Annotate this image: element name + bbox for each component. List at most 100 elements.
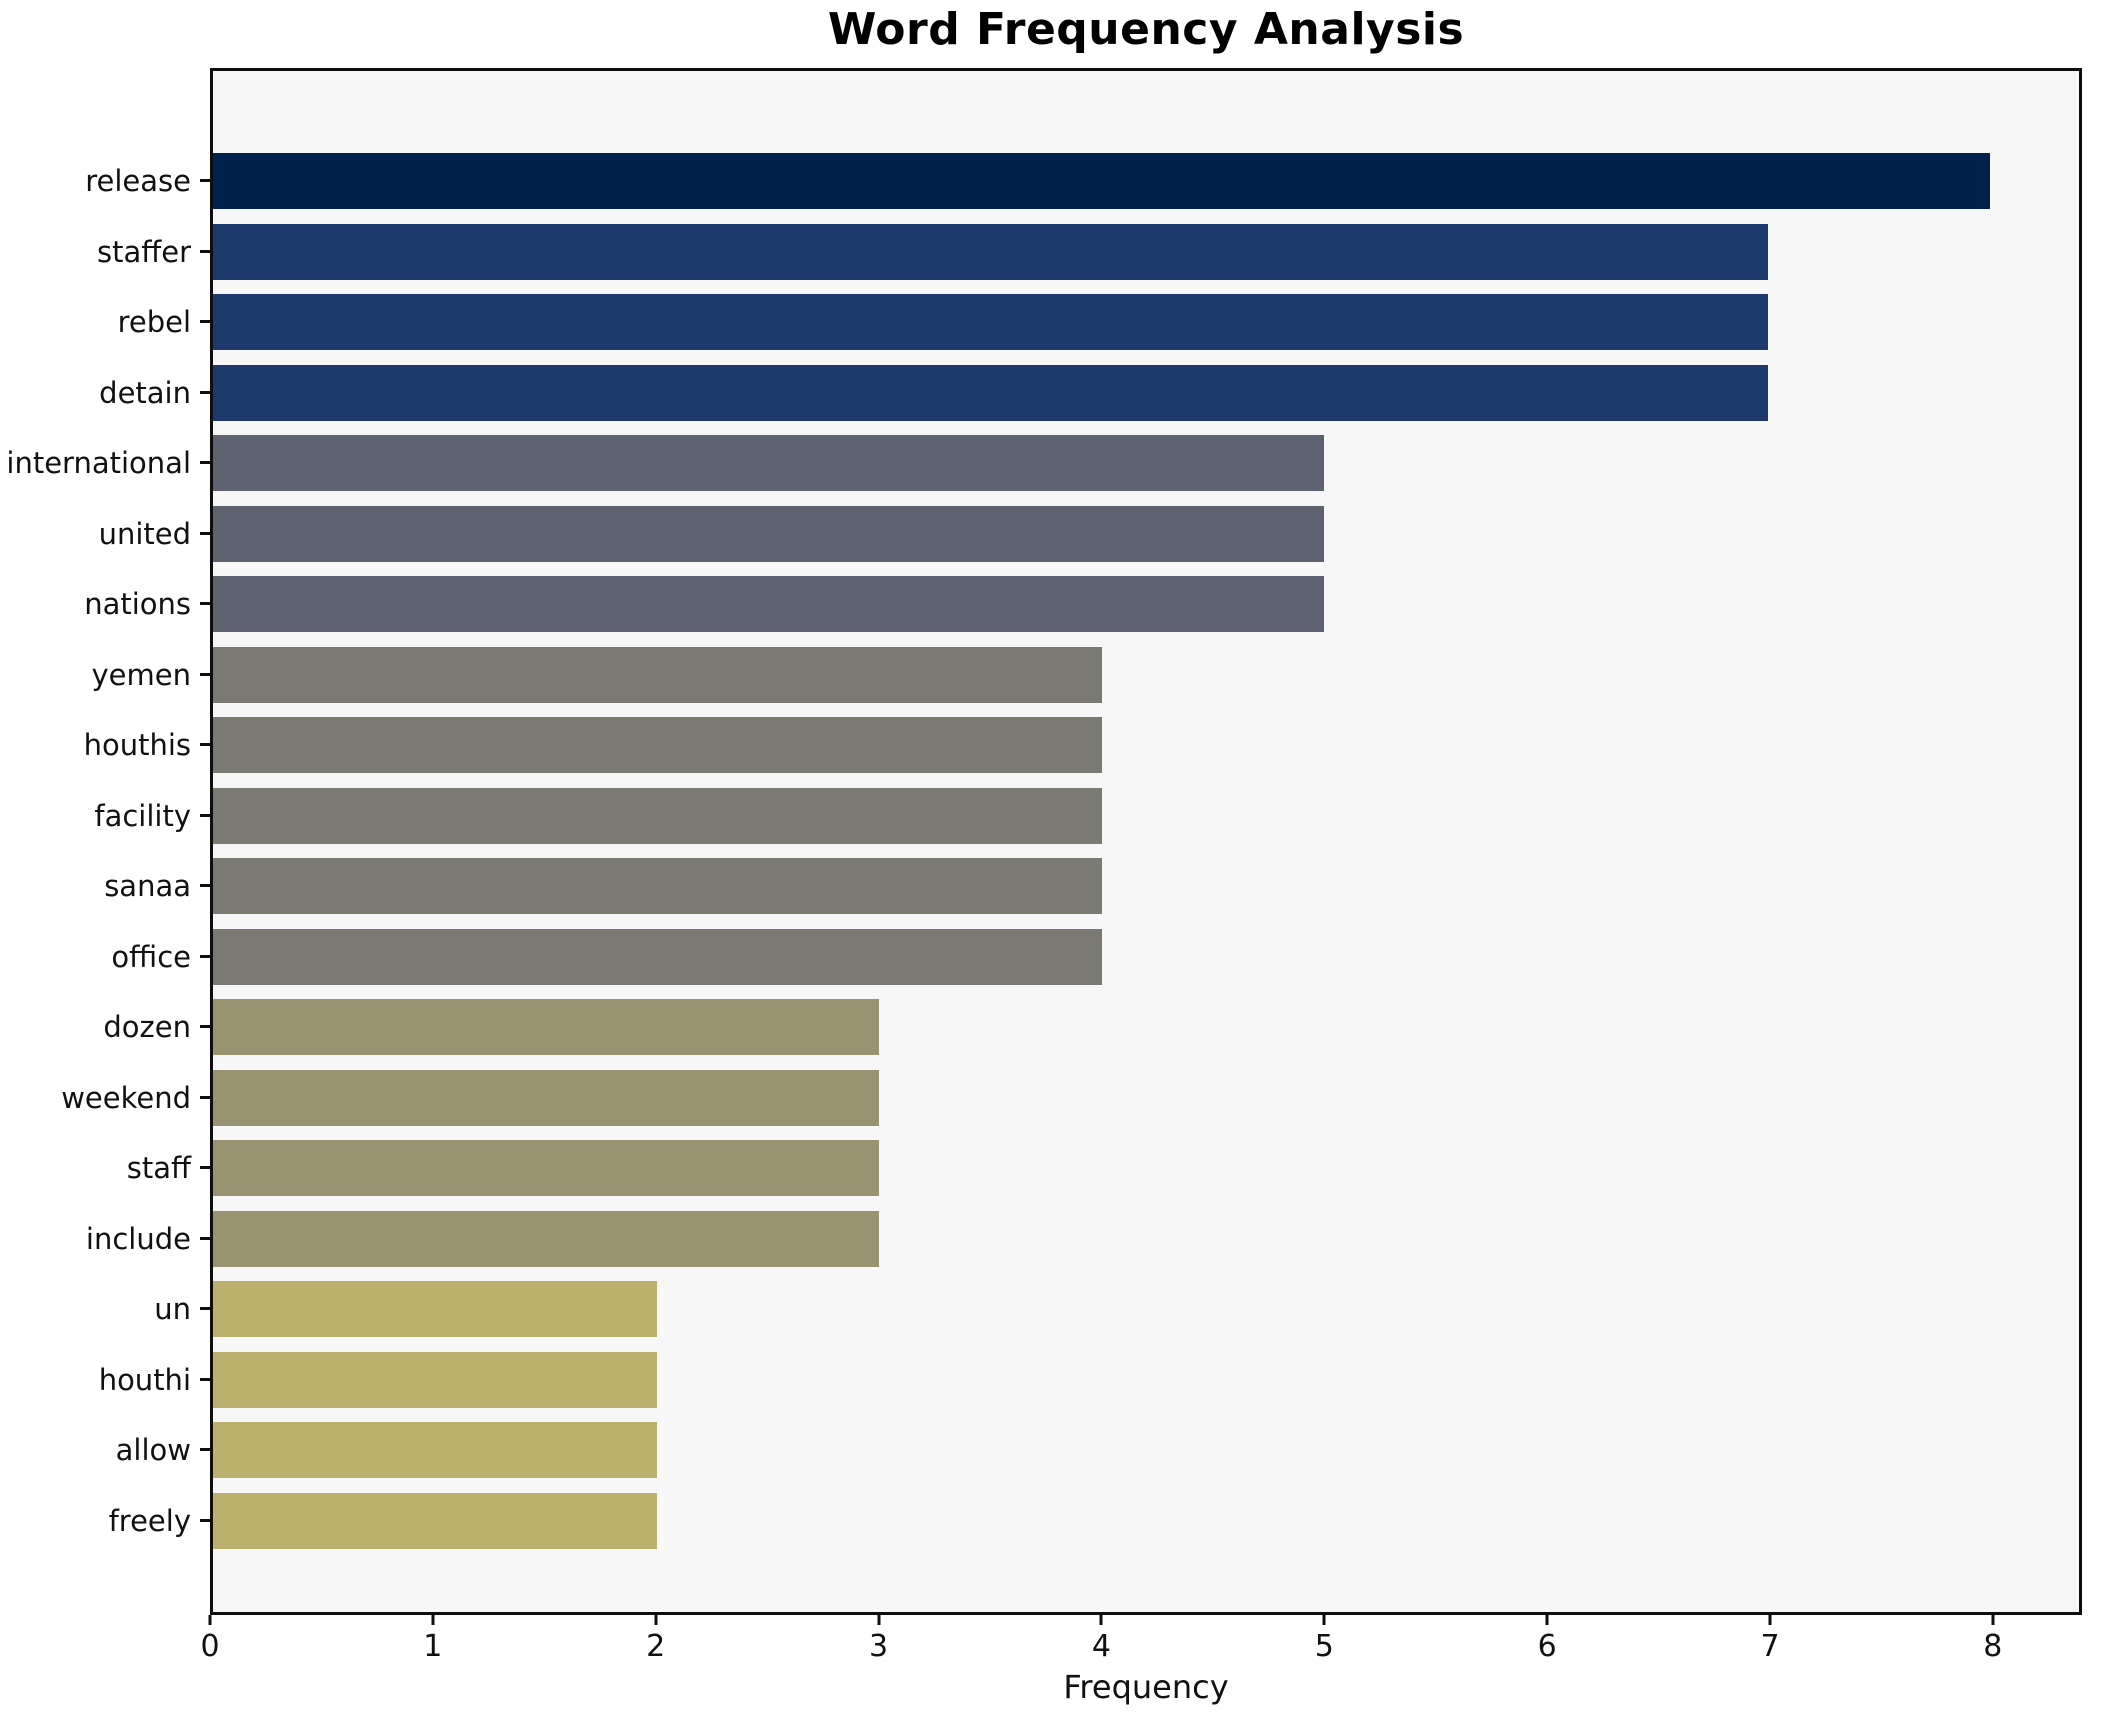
bar: [213, 717, 1102, 774]
bar: [213, 787, 1102, 844]
y-tick-mark: [200, 602, 210, 606]
y-tick-mark: [200, 249, 210, 253]
bar: [213, 1492, 658, 1549]
bar-row: houthi: [99, 1345, 2079, 1416]
x-tick-label: 5: [1314, 1629, 1334, 1664]
bar-row: sanaa: [104, 851, 2079, 922]
y-tick-label: un: [154, 1292, 191, 1327]
bar-row: united: [99, 499, 2079, 570]
y-tick-label: united: [98, 516, 191, 551]
y-tick-mark: [200, 743, 210, 747]
bar: [213, 223, 1768, 280]
bar-row: staff: [127, 1133, 2079, 1204]
x-tick-label: 8: [1983, 1629, 2003, 1664]
bar-row: freely: [109, 1486, 2079, 1557]
bar: [213, 858, 1102, 915]
y-tick-mark: [200, 1307, 210, 1311]
bar: [213, 435, 1324, 492]
bar-row: yemen: [92, 640, 2079, 711]
chart-title: Word Frequency Analysis: [827, 4, 1465, 55]
y-tick-mark: [200, 1166, 210, 1170]
y-tick-label: staff: [126, 1151, 191, 1186]
x-tick-mark: [1322, 1615, 1326, 1625]
x-tick-label: 6: [1537, 1629, 1557, 1664]
y-tick-label: detain: [99, 375, 191, 410]
x-tick-mark: [654, 1615, 658, 1625]
bar: [213, 153, 1991, 210]
y-tick-mark: [200, 954, 210, 958]
bar-row: include: [86, 1204, 2079, 1275]
y-tick-mark: [200, 531, 210, 535]
bar: [213, 1281, 658, 1338]
y-tick-label: international: [6, 446, 191, 481]
bar-row: release: [85, 146, 2079, 217]
y-tick-label: nations: [84, 587, 191, 622]
y-tick-label: dozen: [103, 1010, 191, 1045]
bar: [213, 505, 1324, 562]
bar-row: facility: [94, 781, 2079, 852]
x-axis-ticks: 0 1 2 3 4 5 6 7 8: [200, 1615, 2082, 1675]
bar-row: rebel: [118, 287, 2079, 358]
bar-row: un: [154, 1274, 2079, 1345]
bars: release staffer rebel detain international un…: [6, 71, 2079, 1612]
y-tick-label: houthis: [83, 728, 191, 763]
y-tick-mark: [200, 1377, 210, 1381]
bar: [213, 1069, 880, 1126]
x-tick-mark: [1545, 1615, 1549, 1625]
x-tick-mark: [431, 1615, 435, 1625]
y-tick-mark: [200, 390, 210, 394]
y-tick-mark: [200, 813, 210, 817]
x-tick-label: 7: [1760, 1629, 1780, 1664]
y-tick-mark: [200, 1025, 210, 1029]
y-tick-label: facility: [94, 798, 191, 833]
y-tick-label: freely: [108, 1503, 191, 1538]
y-tick-mark: [200, 461, 210, 465]
y-tick-mark: [200, 1448, 210, 1452]
bar: [213, 646, 1102, 703]
y-tick-mark: [200, 1518, 210, 1522]
bar: [213, 1422, 658, 1479]
y-tick-label: allow: [115, 1433, 191, 1468]
y-tick-label: sanaa: [104, 869, 191, 904]
y-tick-label: houthi: [98, 1362, 191, 1397]
y-tick-label: yemen: [91, 657, 191, 692]
bar: [213, 576, 1324, 633]
bar: [213, 999, 880, 1056]
x-tick-label: 0: [200, 1629, 220, 1664]
bar-row: nations: [84, 569, 2079, 640]
bar-row: office: [111, 922, 2079, 993]
x-tick-label: 4: [1091, 1629, 1111, 1664]
x-tick-label: 1: [423, 1629, 443, 1664]
bar-row: houthis: [84, 710, 2079, 781]
y-tick-label: release: [85, 164, 191, 199]
x-tick-mark: [877, 1615, 881, 1625]
bar-row: dozen: [103, 992, 2079, 1063]
y-tick-label: include: [85, 1221, 191, 1256]
y-tick-mark: [200, 884, 210, 888]
y-tick-mark: [200, 320, 210, 324]
x-tick-label: 2: [646, 1629, 666, 1664]
plot-area: release staffer rebel detain international un…: [6, 68, 2082, 1615]
bar-row: international: [6, 428, 2079, 499]
y-tick-label: rebel: [117, 305, 191, 340]
y-tick-label: staffer: [97, 234, 191, 269]
y-tick-label: weekend: [61, 1080, 191, 1115]
x-tick-mark: [1099, 1615, 1103, 1625]
bar-row: allow: [116, 1415, 2079, 1486]
y-tick-mark: [200, 672, 210, 676]
bar-row: staffer: [97, 217, 2079, 288]
bar: [213, 1210, 880, 1267]
y-tick-mark: [200, 1095, 210, 1099]
x-tick-mark: [1768, 1615, 1772, 1625]
y-tick-label: office: [111, 939, 191, 974]
bar: [213, 364, 1768, 421]
bar: [213, 294, 1768, 351]
x-tick-mark: [208, 1615, 212, 1625]
bar: [213, 1140, 880, 1197]
y-tick-mark: [200, 179, 210, 183]
bar-row: weekend: [61, 1063, 2079, 1134]
y-tick-mark: [200, 1236, 210, 1240]
bar-row: detain: [99, 358, 2079, 429]
bar: [213, 1351, 658, 1408]
x-tick-mark: [1991, 1615, 1995, 1625]
